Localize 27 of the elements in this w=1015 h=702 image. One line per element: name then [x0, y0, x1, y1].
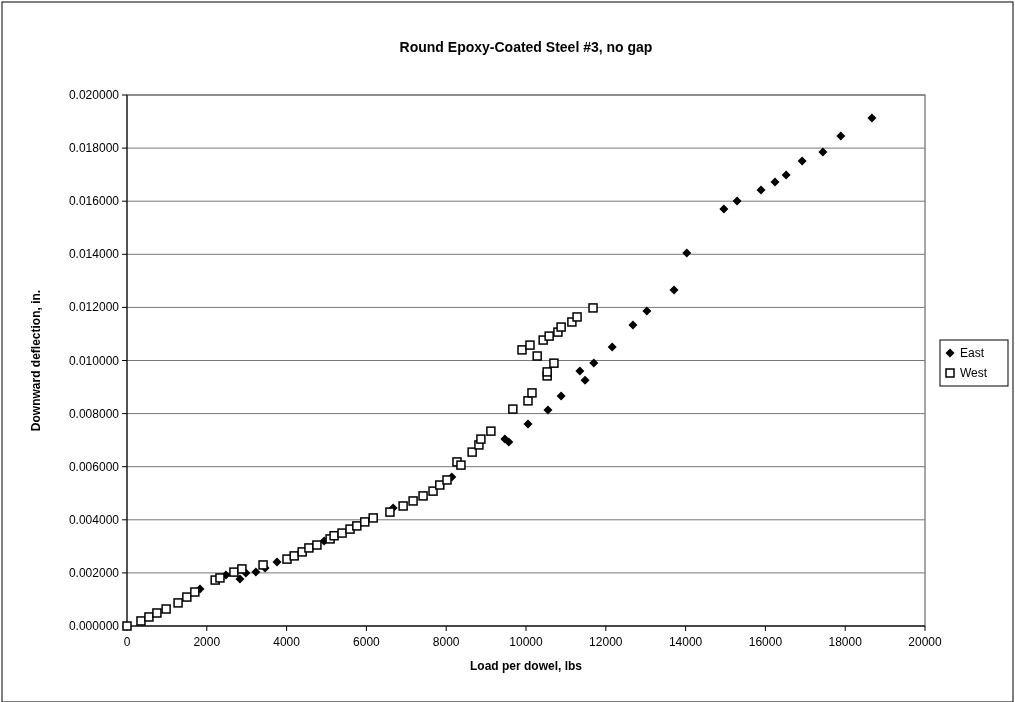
- y-tick-label: 0.004000: [68, 512, 120, 527]
- y-tick-label: 0.014000: [68, 247, 120, 262]
- y-tick-label: 0.010000: [68, 353, 120, 368]
- y-axis-title: Downward deflection, in.: [29, 289, 43, 432]
- y-tick-label: 0.020000: [68, 88, 120, 102]
- y-tick-label: 0.002000: [68, 565, 120, 580]
- x-tick-label: 16000: [748, 635, 783, 649]
- chart-title: Round Epoxy-Coated Steel #3, no gap: [399, 39, 653, 55]
- x-tick-label: 18000: [828, 635, 863, 649]
- x-tick-label: 20000: [908, 635, 943, 649]
- x-axis-title: Load per dowel, lbs: [469, 659, 583, 673]
- y-tick-label: 0.006000: [68, 459, 120, 474]
- x-tick-label: 0: [123, 635, 131, 649]
- legend-label: East: [960, 346, 985, 360]
- y-tick-label: 0.018000: [68, 141, 120, 156]
- x-tick-label: 6000: [353, 635, 381, 649]
- y-tick-label: 0.000000: [68, 619, 120, 633]
- y-tick-label: 0.012000: [68, 300, 120, 315]
- y-tick-label: 0.008000: [68, 406, 120, 421]
- x-tick-label: 2000: [193, 635, 221, 649]
- x-tick-label: 4000: [273, 635, 301, 649]
- x-tick-label: 12000: [589, 635, 623, 649]
- y-tick-label: 0.016000: [68, 194, 120, 209]
- x-tick-label: 8000: [432, 635, 460, 649]
- x-tick-label: 10000: [509, 635, 544, 649]
- x-tick-label: 14000: [668, 635, 703, 649]
- legend-label: West: [960, 366, 988, 380]
